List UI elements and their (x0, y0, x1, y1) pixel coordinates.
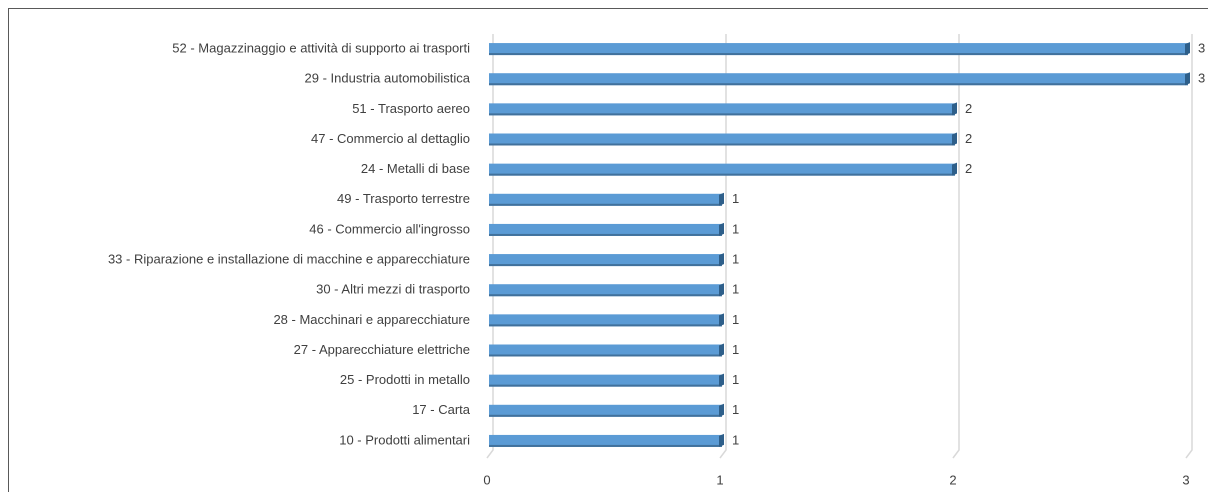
y-tick-label: 24 - Metalli di base (361, 161, 470, 176)
bar (489, 343, 724, 357)
y-tick-label: 47 - Commercio al dettaglio (311, 131, 470, 146)
data-label: 1 (732, 432, 739, 447)
y-tick-label: 30 - Altri mezzi di trasporto (316, 282, 470, 297)
y-tick-label: 28 - Macchinari e apparecchiature (273, 312, 470, 327)
bar (489, 42, 1190, 56)
y-tick-label: 29 - Industria automobilistica (305, 71, 471, 86)
bar (489, 132, 957, 146)
data-label: 1 (732, 252, 739, 267)
data-label: 2 (965, 161, 972, 176)
x-tick-label: 2 (949, 472, 956, 487)
y-tick-label: 17 - Carta (412, 402, 471, 417)
grid-line (1185, 34, 1193, 459)
data-label: 1 (732, 342, 739, 357)
data-label: 1 (732, 312, 739, 327)
bar (489, 222, 724, 236)
y-tick-label: 46 - Commercio all'ingrosso (309, 221, 470, 236)
x-tick-label: 1 (716, 472, 723, 487)
bar (489, 403, 724, 417)
data-label: 2 (965, 101, 972, 116)
data-label: 2 (965, 131, 972, 146)
bar (489, 162, 957, 176)
y-tick-label: 52 - Magazzinaggio e attività di support… (172, 41, 470, 56)
bar (489, 72, 1190, 86)
y-tick-label: 49 - Trasporto terrestre (337, 191, 470, 206)
x-tick-label: 3 (1182, 472, 1189, 487)
data-label: 1 (732, 402, 739, 417)
data-label: 1 (732, 372, 739, 387)
bar (489, 102, 957, 116)
bar (489, 253, 724, 267)
data-label: 1 (732, 282, 739, 297)
bar (489, 373, 724, 387)
y-tick-label: 51 - Trasporto aereo (352, 101, 470, 116)
bar (489, 313, 724, 327)
y-tick-label: 10 - Prodotti alimentari (339, 432, 470, 447)
data-label: 3 (1198, 71, 1205, 86)
y-tick-label: 27 - Apparecchiature elettriche (294, 342, 470, 357)
y-tick-label: 33 - Riparazione e installazione di macc… (108, 252, 470, 267)
data-label: 3 (1198, 41, 1205, 56)
data-label: 1 (732, 221, 739, 236)
bar (489, 192, 724, 206)
grid-line (952, 34, 960, 459)
y-tick-label: 25 - Prodotti in metallo (340, 372, 470, 387)
bar (489, 433, 724, 447)
bar (489, 283, 724, 297)
data-label: 1 (732, 191, 739, 206)
x-tick-label: 0 (483, 472, 490, 487)
